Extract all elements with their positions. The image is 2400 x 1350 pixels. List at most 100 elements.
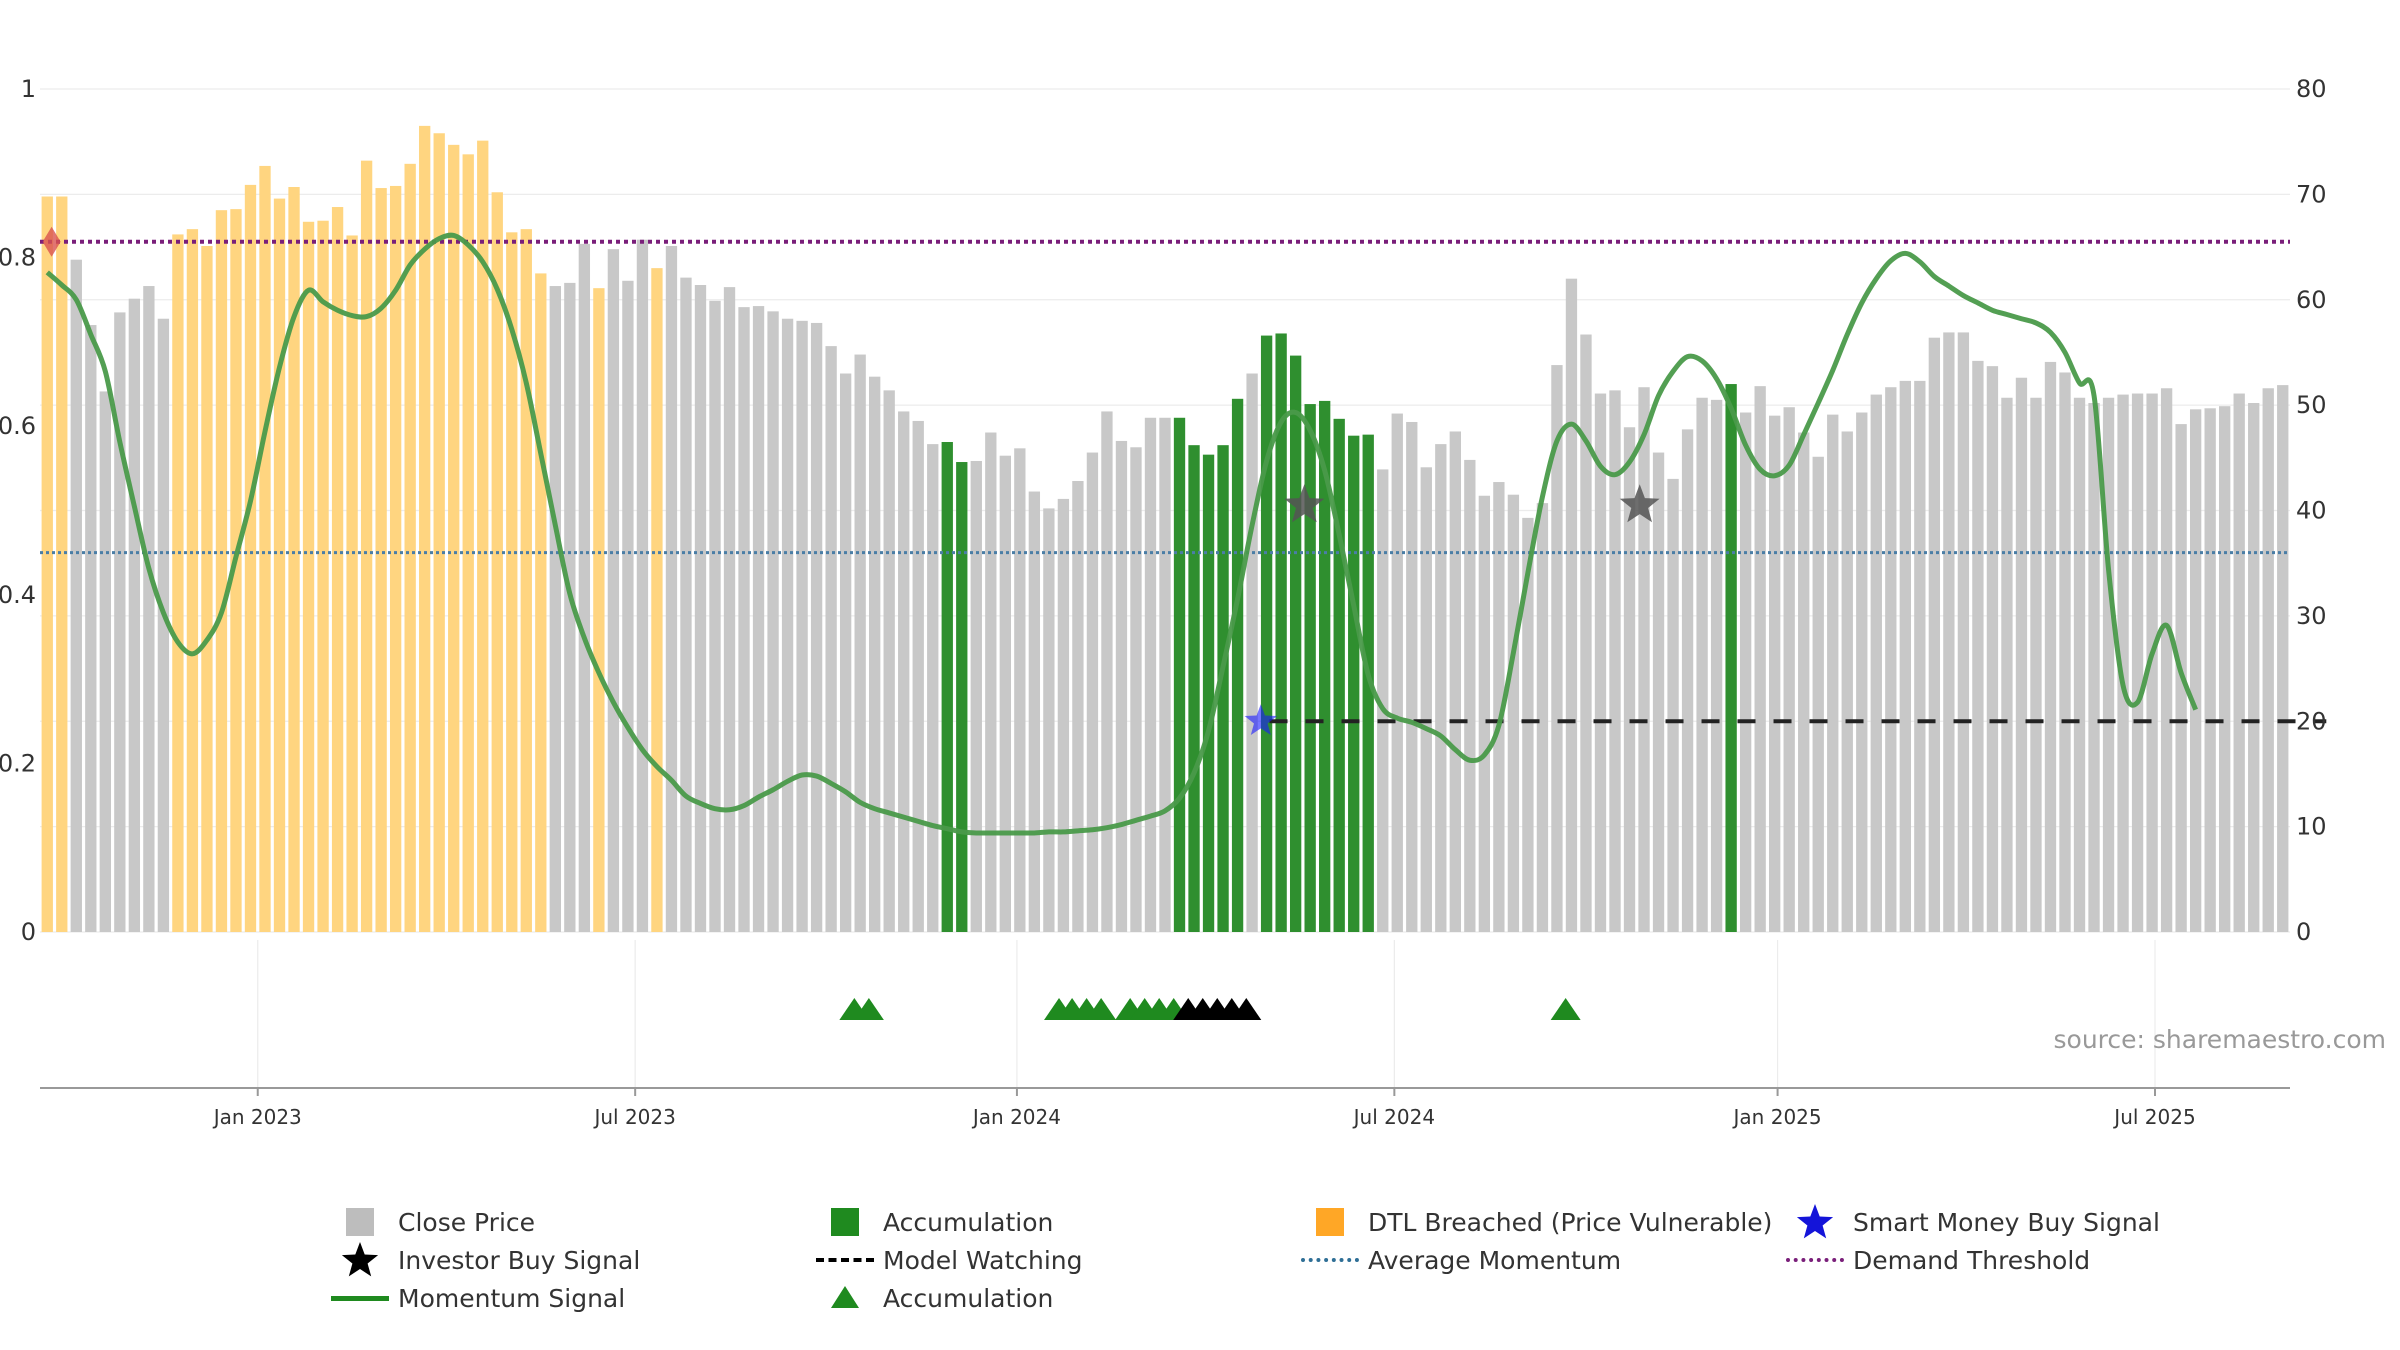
dtl-breached-bar xyxy=(346,235,358,932)
momentum-signal-path xyxy=(45,232,2198,836)
accumulation-bar xyxy=(956,462,968,932)
close-price-bar xyxy=(2189,409,2202,933)
close-price-bar xyxy=(2073,397,2086,932)
dtl-breached-bar xyxy=(360,160,373,932)
price-bars xyxy=(41,125,2289,933)
close-price-bar xyxy=(1522,517,1534,932)
close-price-bar xyxy=(1144,417,1157,932)
close-price-bar xyxy=(1754,386,1766,933)
close-price-bar xyxy=(1769,415,1781,933)
close-price-bar xyxy=(1464,459,1476,932)
close-price-bar xyxy=(1580,334,1592,932)
close-price-bar xyxy=(143,286,155,932)
close-price-bar xyxy=(1986,366,1999,933)
accumulation-bar xyxy=(1289,355,1302,932)
accumulation-bar xyxy=(1348,435,1360,932)
close-price-bar xyxy=(85,325,97,932)
source-label: source: sharemaestro.com xyxy=(2053,1025,2387,1054)
dtl-breached-bar xyxy=(477,140,489,933)
accumulation-bar xyxy=(1333,418,1345,933)
close-price-bar xyxy=(1130,447,1142,932)
close-price-bar xyxy=(1507,494,1520,932)
close-price-bar xyxy=(2044,361,2057,932)
close-price-bar xyxy=(839,373,852,932)
dtl-breached-bar xyxy=(186,229,199,932)
dtl-breached-bar xyxy=(404,163,416,932)
close-price-bar xyxy=(70,259,82,932)
close-price-bar xyxy=(1696,397,1708,932)
close-price-bar xyxy=(1914,380,1926,932)
accumulation-bar xyxy=(1231,398,1244,932)
dtl-breached-bar xyxy=(244,184,257,933)
close-price-bar xyxy=(781,318,794,932)
dtl-breached-bar xyxy=(375,188,387,933)
close-price-bar xyxy=(985,432,997,932)
right-axis-tick: 70 xyxy=(2296,180,2327,208)
close-price-bar xyxy=(2030,397,2042,932)
dtl-breached-bar xyxy=(172,234,184,933)
dtl-breached-bar xyxy=(448,144,460,932)
left-axis-tick: 0.6 xyxy=(0,412,36,440)
close-price-bar xyxy=(1870,394,1882,932)
close-price-bar xyxy=(1812,456,1824,932)
close-price-bar xyxy=(665,246,678,933)
left-axis-tick: 0.8 xyxy=(0,244,36,272)
close-price-bar xyxy=(1943,332,1955,932)
left-axis-tick: 0.4 xyxy=(0,581,36,609)
right-axis-tick: 0 xyxy=(2296,918,2311,946)
close-price-bar xyxy=(1478,495,1491,932)
close-price-bar xyxy=(927,444,939,932)
dtl-breached-bar xyxy=(433,133,445,932)
x-axis-tick-label: Jul 2023 xyxy=(592,1105,675,1129)
close-price-bar xyxy=(1028,491,1041,932)
dtl-breached-bar xyxy=(273,198,286,933)
close-price-bar xyxy=(883,390,895,932)
close-price-bar xyxy=(709,300,721,933)
close-price-bar xyxy=(128,298,141,932)
close-price-bar xyxy=(1493,482,1505,932)
close-price-bar xyxy=(1623,427,1636,932)
close-price-bar xyxy=(2219,406,2231,933)
close-price-bar xyxy=(1043,508,1055,932)
close-price-bar xyxy=(912,420,924,932)
close-price-bar xyxy=(1710,399,1723,932)
dtl-breached-bar xyxy=(520,229,532,932)
close-price-bar xyxy=(1885,387,1897,932)
close-price-bar xyxy=(2262,388,2274,932)
close-price-bar xyxy=(1594,393,1607,932)
close-price-bar xyxy=(2001,397,2013,932)
accumulation-triangles xyxy=(839,998,1581,1020)
close-price-bar xyxy=(1667,478,1679,932)
accumulation-bar xyxy=(1275,333,1287,933)
x-axis-tick-label: Jul 2025 xyxy=(2112,1105,2195,1129)
signal-markers xyxy=(42,226,1660,735)
close-price-bar xyxy=(549,286,561,932)
close-price-bar xyxy=(1565,278,1578,932)
close-price-bar xyxy=(1681,429,1694,932)
close-price-bar xyxy=(2088,403,2100,933)
close-price-bar xyxy=(1086,452,1099,932)
close-price-bar xyxy=(578,243,591,932)
close-price-bar xyxy=(810,322,823,932)
accumulation-triangle xyxy=(1086,998,1117,1020)
left-axis-tick: 1 xyxy=(21,75,36,103)
accumulation-bar xyxy=(1202,454,1215,932)
close-price-bar xyxy=(854,354,866,932)
dtl-breached-bar xyxy=(331,207,344,932)
close-price-bar xyxy=(2015,377,2028,932)
dtl-breached-bar xyxy=(651,268,663,932)
close-price-bar xyxy=(1856,412,1868,933)
close-price-bar xyxy=(2102,397,2115,932)
left-axis-tick: 0.2 xyxy=(0,749,36,777)
right-axis-tick: 30 xyxy=(2296,602,2327,630)
close-price-bar xyxy=(2117,394,2129,932)
dtl-breached-bar xyxy=(506,232,518,932)
close-price-bar xyxy=(1246,373,1258,932)
left-axis-tick: 0 xyxy=(21,918,36,946)
dtl-breached-bar xyxy=(462,154,474,932)
right-axis-tick: 40 xyxy=(2296,497,2327,525)
accumulation-bar xyxy=(1319,400,1331,932)
close-price-bar xyxy=(694,284,707,932)
close-price-bar xyxy=(1638,387,1650,932)
